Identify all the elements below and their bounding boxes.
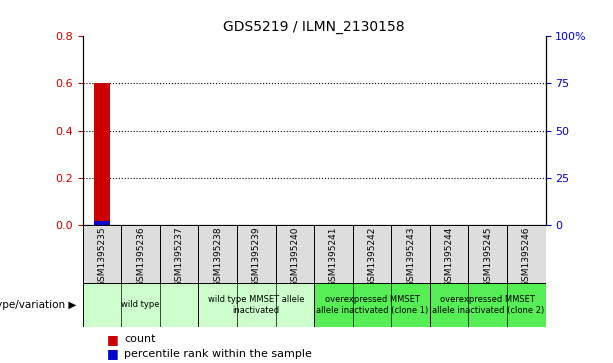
Bar: [430, 225, 468, 283]
Bar: [237, 225, 276, 283]
Bar: [94, 83, 110, 225]
Text: GSM1395242: GSM1395242: [368, 227, 376, 287]
Text: GSM1395240: GSM1395240: [291, 227, 299, 287]
Bar: [83, 283, 199, 327]
Bar: [430, 283, 546, 327]
Title: GDS5219 / ILMN_2130158: GDS5219 / ILMN_2130158: [223, 20, 405, 34]
Text: ■: ■: [107, 347, 119, 360]
Text: ■: ■: [107, 333, 119, 346]
Text: wild type MMSET allele
inactivated: wild type MMSET allele inactivated: [208, 295, 305, 315]
Bar: [391, 225, 430, 283]
Text: GSM1395237: GSM1395237: [175, 227, 184, 287]
Bar: [314, 225, 352, 283]
Bar: [160, 225, 199, 283]
Bar: [199, 225, 237, 283]
Text: GSM1395239: GSM1395239: [252, 227, 261, 287]
Bar: [507, 225, 546, 283]
Bar: [121, 225, 160, 283]
Text: GSM1395244: GSM1395244: [444, 227, 454, 287]
Text: genotype/variation ▶: genotype/variation ▶: [0, 300, 77, 310]
Text: GSM1395241: GSM1395241: [329, 227, 338, 287]
Text: wild type: wild type: [121, 301, 160, 309]
Text: overexpressed MMSET
allele inactivated (clone 1): overexpressed MMSET allele inactivated (…: [316, 295, 428, 315]
Bar: [352, 225, 391, 283]
Text: GSM1395243: GSM1395243: [406, 227, 415, 287]
Text: count: count: [124, 334, 156, 344]
Text: GSM1395236: GSM1395236: [136, 227, 145, 287]
Text: GSM1395235: GSM1395235: [97, 227, 107, 287]
Text: percentile rank within the sample: percentile rank within the sample: [124, 349, 312, 359]
Bar: [83, 225, 121, 283]
Bar: [314, 283, 430, 327]
Bar: [94, 221, 110, 225]
Bar: [199, 283, 314, 327]
Text: GSM1395246: GSM1395246: [522, 227, 531, 287]
Text: GSM1395238: GSM1395238: [213, 227, 223, 287]
Bar: [276, 225, 314, 283]
Text: GSM1395245: GSM1395245: [483, 227, 492, 287]
Text: overexpressed MMSET
allele inactivated (clone 2): overexpressed MMSET allele inactivated (…: [432, 295, 544, 315]
Bar: [468, 225, 507, 283]
